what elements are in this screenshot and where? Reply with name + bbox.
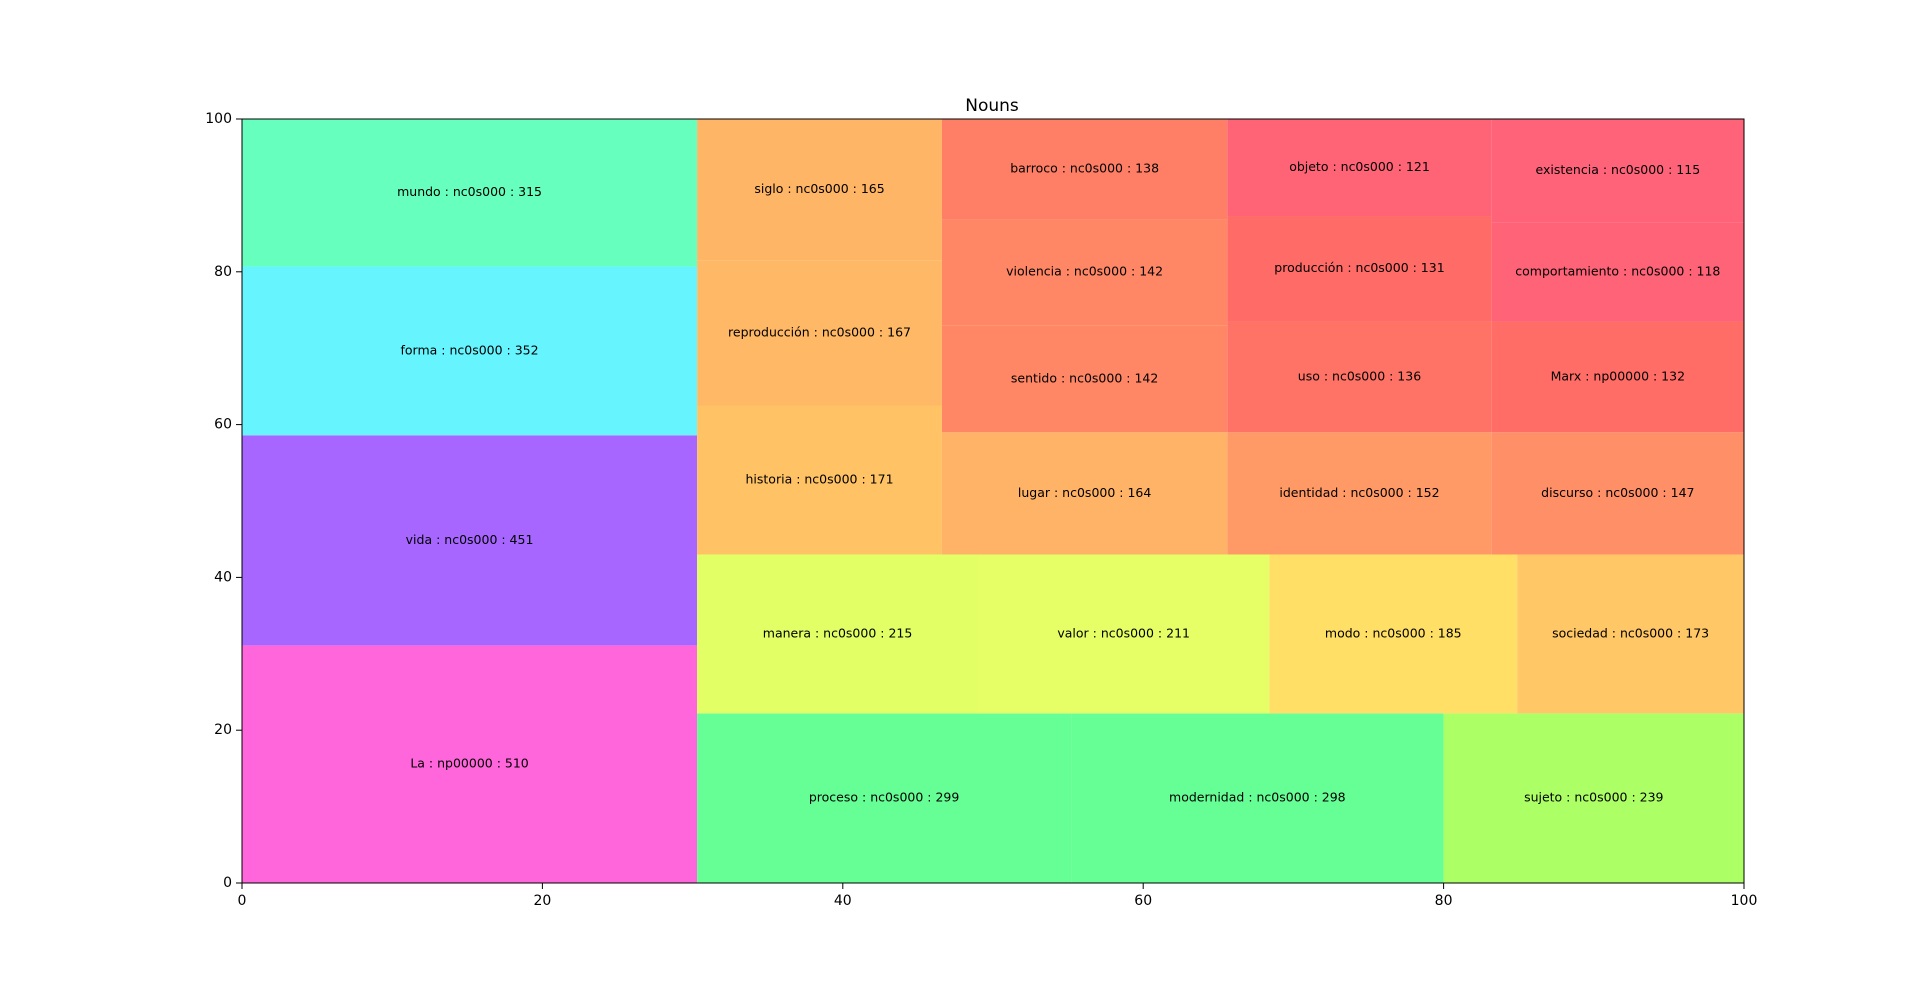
treemap-cell-label: historia : nc0s000 : 171 xyxy=(746,471,894,486)
x-tick-label: 60 xyxy=(1134,893,1152,909)
treemap-cell xyxy=(1227,119,1492,217)
treemap-cell xyxy=(1491,119,1744,223)
treemap-cell xyxy=(697,554,978,714)
treemap-cell xyxy=(1517,554,1744,714)
treemap-cell-label: La : np00000 : 510 xyxy=(410,756,528,771)
treemap-cell xyxy=(1269,554,1518,714)
y-axis: 0 20 40 60 80 100 xyxy=(205,111,242,891)
treemap-cells: La : np00000 : 510 vida : nc0s000 : 451 fo… xyxy=(242,119,1744,883)
treemap-cell-label: sociedad : nc0s000 : 173 xyxy=(1552,625,1709,640)
treemap-cell xyxy=(941,325,1228,433)
treemap-cell xyxy=(1227,216,1492,322)
treemap-cell-label: proceso : nc0s000 : 299 xyxy=(809,790,960,805)
treemap-cell-label: manera : nc0s000 : 215 xyxy=(763,625,913,640)
treemap-cell-label: sujeto : nc0s000 : 239 xyxy=(1524,790,1663,805)
treemap-cell xyxy=(697,260,942,406)
treemap-cell xyxy=(1071,713,1444,883)
treemap-cell-label: Marx : np00000 : 132 xyxy=(1551,368,1685,383)
treemap-cell-label: violencia : nc0s000 : 142 xyxy=(1006,264,1163,279)
treemap-cell-label: modo : nc0s000 : 185 xyxy=(1325,625,1462,640)
treemap-cell xyxy=(242,119,698,267)
treemap-cell xyxy=(1443,713,1744,883)
y-tick-label: 20 xyxy=(214,722,232,738)
y-tick-label: 40 xyxy=(214,569,232,585)
treemap-cell xyxy=(1491,432,1744,555)
treemap-cell xyxy=(1227,432,1492,555)
treemap-cell xyxy=(242,266,698,436)
y-tick-label: 60 xyxy=(214,417,232,433)
treemap-cell-label: existencia : nc0s000 : 115 xyxy=(1535,162,1700,177)
treemap-cell xyxy=(697,119,942,261)
y-tick-label: 100 xyxy=(205,111,232,127)
chart-title: Nouns xyxy=(965,96,1019,116)
treemap-cell-label: barroco : nc0s000 : 138 xyxy=(1010,161,1159,176)
treemap-cell-label: uso : nc0s000 : 136 xyxy=(1298,368,1421,383)
treemap-cell-label: valor : nc0s000 : 211 xyxy=(1057,625,1190,640)
x-tick-label: 80 xyxy=(1435,893,1453,909)
treemap-cell-label: siglo : nc0s000 : 165 xyxy=(754,181,884,196)
treemap-cell xyxy=(242,645,698,883)
treemap-cell xyxy=(1491,321,1744,433)
treemap-cell xyxy=(941,432,1228,555)
plot-frame xyxy=(241,118,1745,884)
y-tick-label: 80 xyxy=(214,264,232,280)
treemap-cell xyxy=(1491,222,1744,322)
treemap-cell-label: identidad : nc0s000 : 152 xyxy=(1279,485,1439,500)
treemap-cell-label: comportamiento : nc0s000 : 118 xyxy=(1515,263,1720,278)
x-tick-label: 20 xyxy=(533,893,551,909)
treemap-cell-label: lugar : nc0s000 : 164 xyxy=(1018,485,1151,500)
treemap-cell xyxy=(697,405,942,555)
treemap-cell xyxy=(697,713,1072,883)
treemap-cell-label: discurso : nc0s000 : 147 xyxy=(1541,485,1694,500)
treemap-cell-label: forma : nc0s000 : 352 xyxy=(400,342,538,357)
x-axis: 0 20 40 60 80 100 xyxy=(238,883,1758,909)
treemap-cell-label: modernidad : nc0s000 : 298 xyxy=(1169,790,1346,805)
treemap-cell-label: producción : nc0s000 : 131 xyxy=(1274,260,1444,275)
treemap-cell xyxy=(1227,321,1492,433)
treemap-cell xyxy=(941,219,1228,326)
x-tick-label: 0 xyxy=(238,893,247,909)
x-tick-label: 40 xyxy=(834,893,852,909)
treemap-cell-label: sentido : nc0s000 : 142 xyxy=(1011,370,1158,385)
treemap-cell-label: objeto : nc0s000 : 121 xyxy=(1289,159,1430,174)
x-tick-label: 100 xyxy=(1731,893,1758,909)
treemap-cell-label: vida : nc0s000 : 451 xyxy=(406,532,534,547)
treemap-cell-label: mundo : nc0s000 : 315 xyxy=(397,184,542,199)
treemap-cell-label: reproducción : nc0s000 : 167 xyxy=(728,324,911,339)
treemap-cell xyxy=(242,435,698,646)
y-tick-label: 0 xyxy=(223,875,232,891)
treemap-cell xyxy=(941,119,1228,220)
treemap-cell xyxy=(977,554,1270,714)
